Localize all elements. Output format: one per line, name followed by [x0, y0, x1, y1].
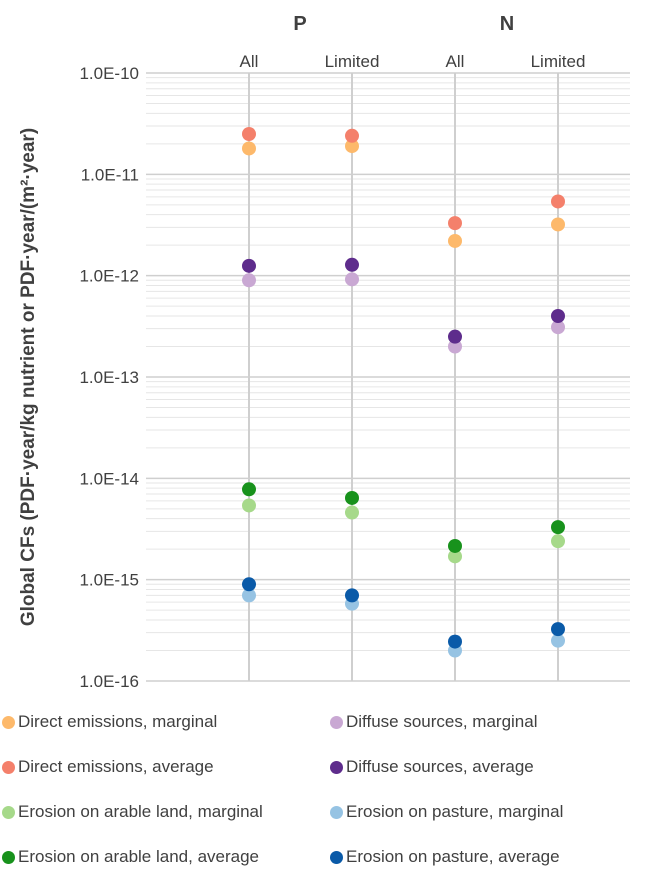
- data-point: [345, 490, 359, 505]
- legend-marker: [2, 805, 15, 819]
- data-point: [242, 127, 256, 142]
- data-point: [448, 549, 462, 564]
- legend-label: Diffuse sources, average: [346, 757, 534, 776]
- data-point: [242, 141, 256, 156]
- data-point: [345, 257, 359, 272]
- data-point: [551, 633, 565, 648]
- data-point: [345, 128, 359, 143]
- category-label: All: [240, 52, 259, 71]
- data-point: [448, 233, 462, 248]
- data-point: [551, 534, 565, 549]
- data-point: [242, 258, 256, 273]
- y-tick-label: 1.0E-11: [81, 165, 139, 184]
- y-tick-label: 1.0E-14: [79, 469, 139, 488]
- data-point: [345, 588, 359, 603]
- legend-marker: [2, 760, 15, 774]
- y-tick-label: 1.0E-13: [79, 368, 139, 387]
- data-point: [551, 320, 565, 335]
- legend-marker: [330, 760, 343, 774]
- data-point: [551, 622, 565, 637]
- legend-marker: [330, 805, 343, 819]
- data-point: [242, 588, 256, 603]
- data-point: [448, 216, 462, 231]
- group-label: N: [500, 13, 514, 35]
- data-point: [345, 139, 359, 154]
- legend-label: Direct emissions, marginal: [18, 712, 218, 731]
- data-point: [551, 308, 565, 323]
- legend-label: Erosion on arable land, marginal: [18, 802, 263, 821]
- data-point: [345, 505, 359, 520]
- legend-item: Erosion on arable land, average: [2, 847, 259, 867]
- y-tick-label: 1.0E-12: [79, 267, 139, 286]
- legend-item: Direct emissions, marginal: [2, 712, 217, 732]
- legend-label: Erosion on pasture, marginal: [346, 802, 564, 821]
- data-point: [345, 272, 359, 287]
- data-point: [242, 482, 256, 497]
- legend-item: Erosion on pasture, marginal: [330, 802, 563, 822]
- data-point: [448, 538, 462, 553]
- y-tick-label: 1.0E-10: [79, 64, 139, 83]
- data-point: [242, 577, 256, 592]
- legend-item: Direct emissions, average: [2, 757, 214, 777]
- legend-item: Diffuse sources, average: [330, 757, 534, 777]
- legend-label: Erosion on arable land, average: [18, 847, 259, 866]
- data-point: [448, 634, 462, 649]
- data-point: [551, 520, 565, 535]
- legend-item: Diffuse sources, marginal: [330, 712, 538, 732]
- group-label: P: [293, 13, 306, 35]
- data-point: [242, 273, 256, 288]
- data-point: [551, 217, 565, 232]
- legend-label: Erosion on pasture, average: [346, 847, 560, 866]
- legend-marker: [330, 715, 343, 729]
- data-point: [448, 339, 462, 354]
- scatter-chart: 1.0E-10 1.0E-11 1.0E-12 1.0E-13 1.0E-14 1.0E-…: [18, 13, 630, 691]
- legend-label: Diffuse sources, marginal: [346, 712, 538, 731]
- category-label: All: [446, 52, 465, 71]
- legend-marker: [2, 850, 15, 864]
- legend-marker: [2, 715, 15, 729]
- legend-marker: [330, 850, 343, 864]
- legend-item: Erosion on pasture, average: [330, 847, 560, 867]
- legend-item: Erosion on arable land, marginal: [2, 802, 263, 822]
- y-tick-label: 1.0E-16: [79, 672, 139, 691]
- legend-label: Direct emissions, average: [18, 757, 214, 776]
- category-label: Limited: [325, 52, 380, 71]
- data-point: [242, 498, 256, 513]
- data-point: [551, 194, 565, 209]
- chart-legend: Direct emissions, marginal Direct emissi…: [0, 700, 659, 870]
- category-label: Limited: [531, 52, 586, 71]
- y-tick-label: 1.0E-15: [79, 571, 139, 590]
- data-point: [448, 329, 462, 344]
- y-axis-label: Global CFs (PDF·year/kg nutrient or PDF·…: [18, 128, 39, 626]
